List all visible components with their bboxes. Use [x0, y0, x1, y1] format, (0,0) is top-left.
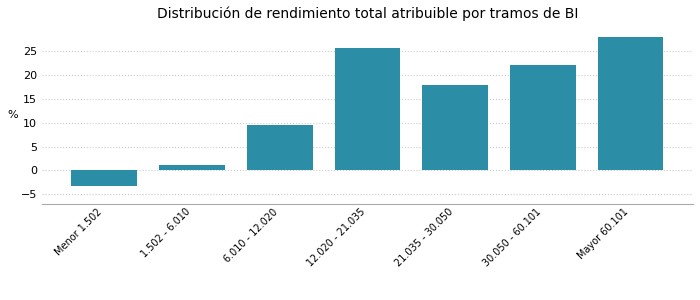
- Bar: [598, 37, 664, 170]
- Title: Distribución de rendimiento total atribuible por tramos de BI: Distribución de rendimiento total atribu…: [157, 7, 578, 21]
- Bar: [71, 170, 137, 186]
- Y-axis label: %: %: [7, 110, 18, 120]
- Bar: [335, 48, 400, 170]
- Bar: [247, 125, 313, 170]
- Bar: [159, 165, 225, 170]
- Bar: [422, 85, 488, 170]
- Bar: [510, 64, 575, 170]
